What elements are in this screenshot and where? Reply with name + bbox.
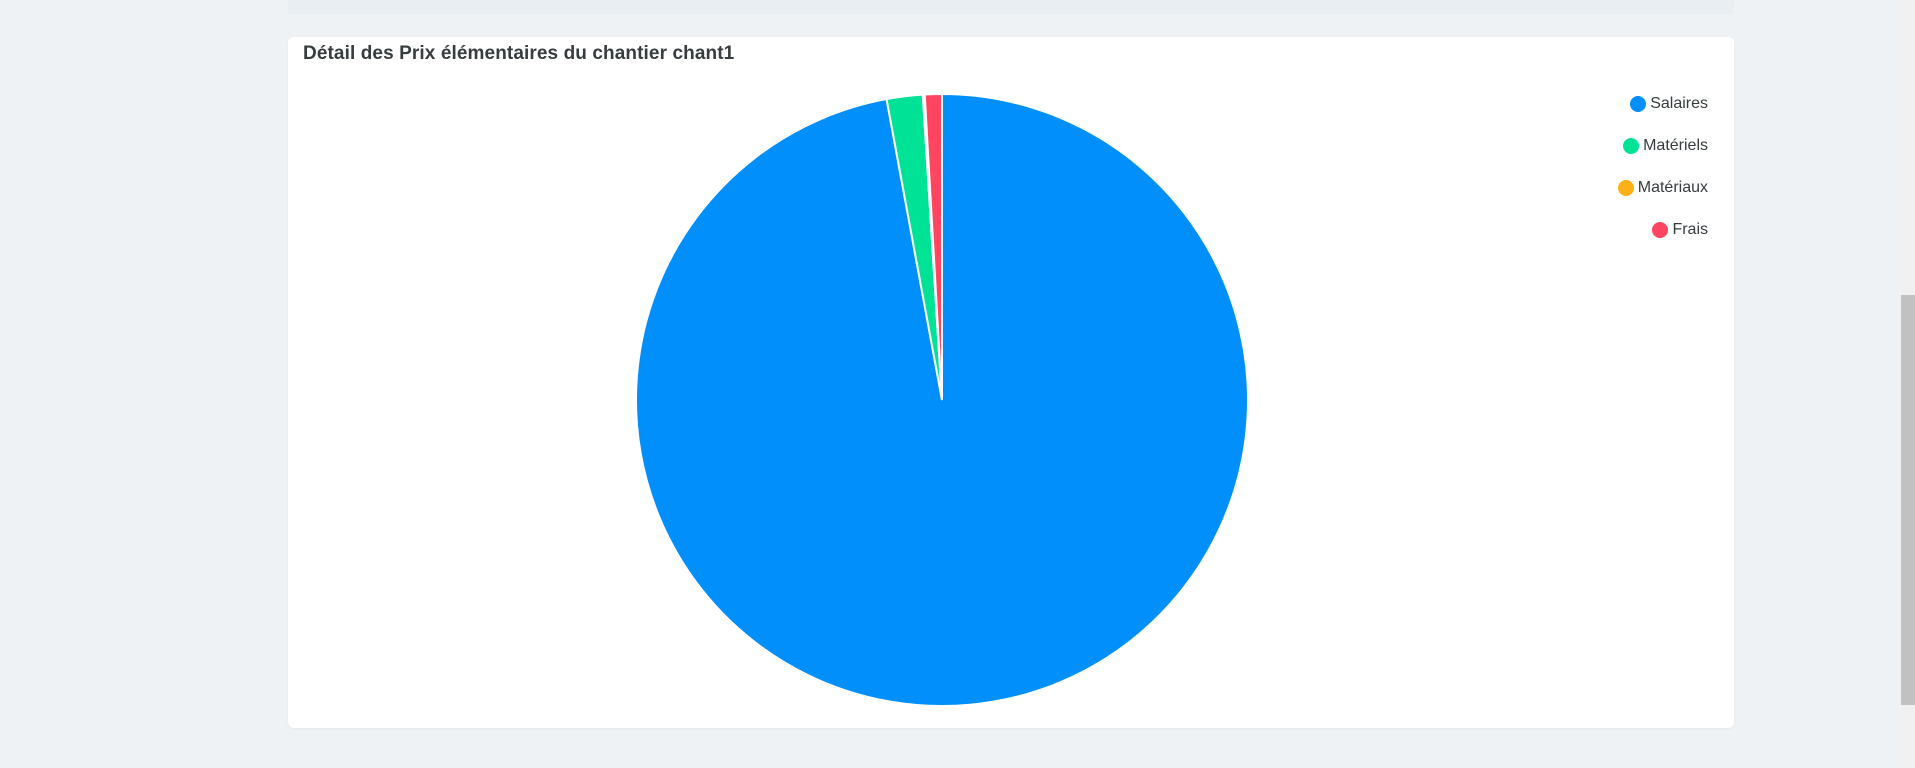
top-band (288, 0, 1734, 14)
chart-legend: Salaires Matériels Matériaux Frais (1568, 83, 1708, 251)
legend-marker-frais (1652, 222, 1669, 238)
legend-marker-salaires (1630, 96, 1647, 112)
pie-chart (635, 92, 1249, 707)
legend-marker-materiels (1623, 138, 1640, 154)
legend-item-frais[interactable]: Frais (1568, 209, 1708, 251)
legend-label-materiels: Matériels (1643, 137, 1708, 154)
legend-marker-materiaux (1617, 180, 1634, 196)
legend-label-salaires: Salaires (1650, 95, 1708, 112)
chart-title: Détail des Prix élémentaires du chantier… (303, 43, 735, 64)
legend-label-frais: Frais (1672, 221, 1708, 238)
chart-card: Détail des Prix élémentaires du chantier… (288, 37, 1734, 728)
legend-item-salaires[interactable]: Salaires (1568, 83, 1708, 125)
legend-label-materiaux: Matériaux (1637, 179, 1708, 196)
legend-item-materiaux[interactable]: Matériaux (1568, 167, 1708, 209)
page-scrollbar-thumb[interactable] (1901, 295, 1915, 705)
pie-slice-frais[interactable] (923, 92, 943, 401)
legend-item-materiels[interactable]: Matériels (1568, 125, 1708, 167)
